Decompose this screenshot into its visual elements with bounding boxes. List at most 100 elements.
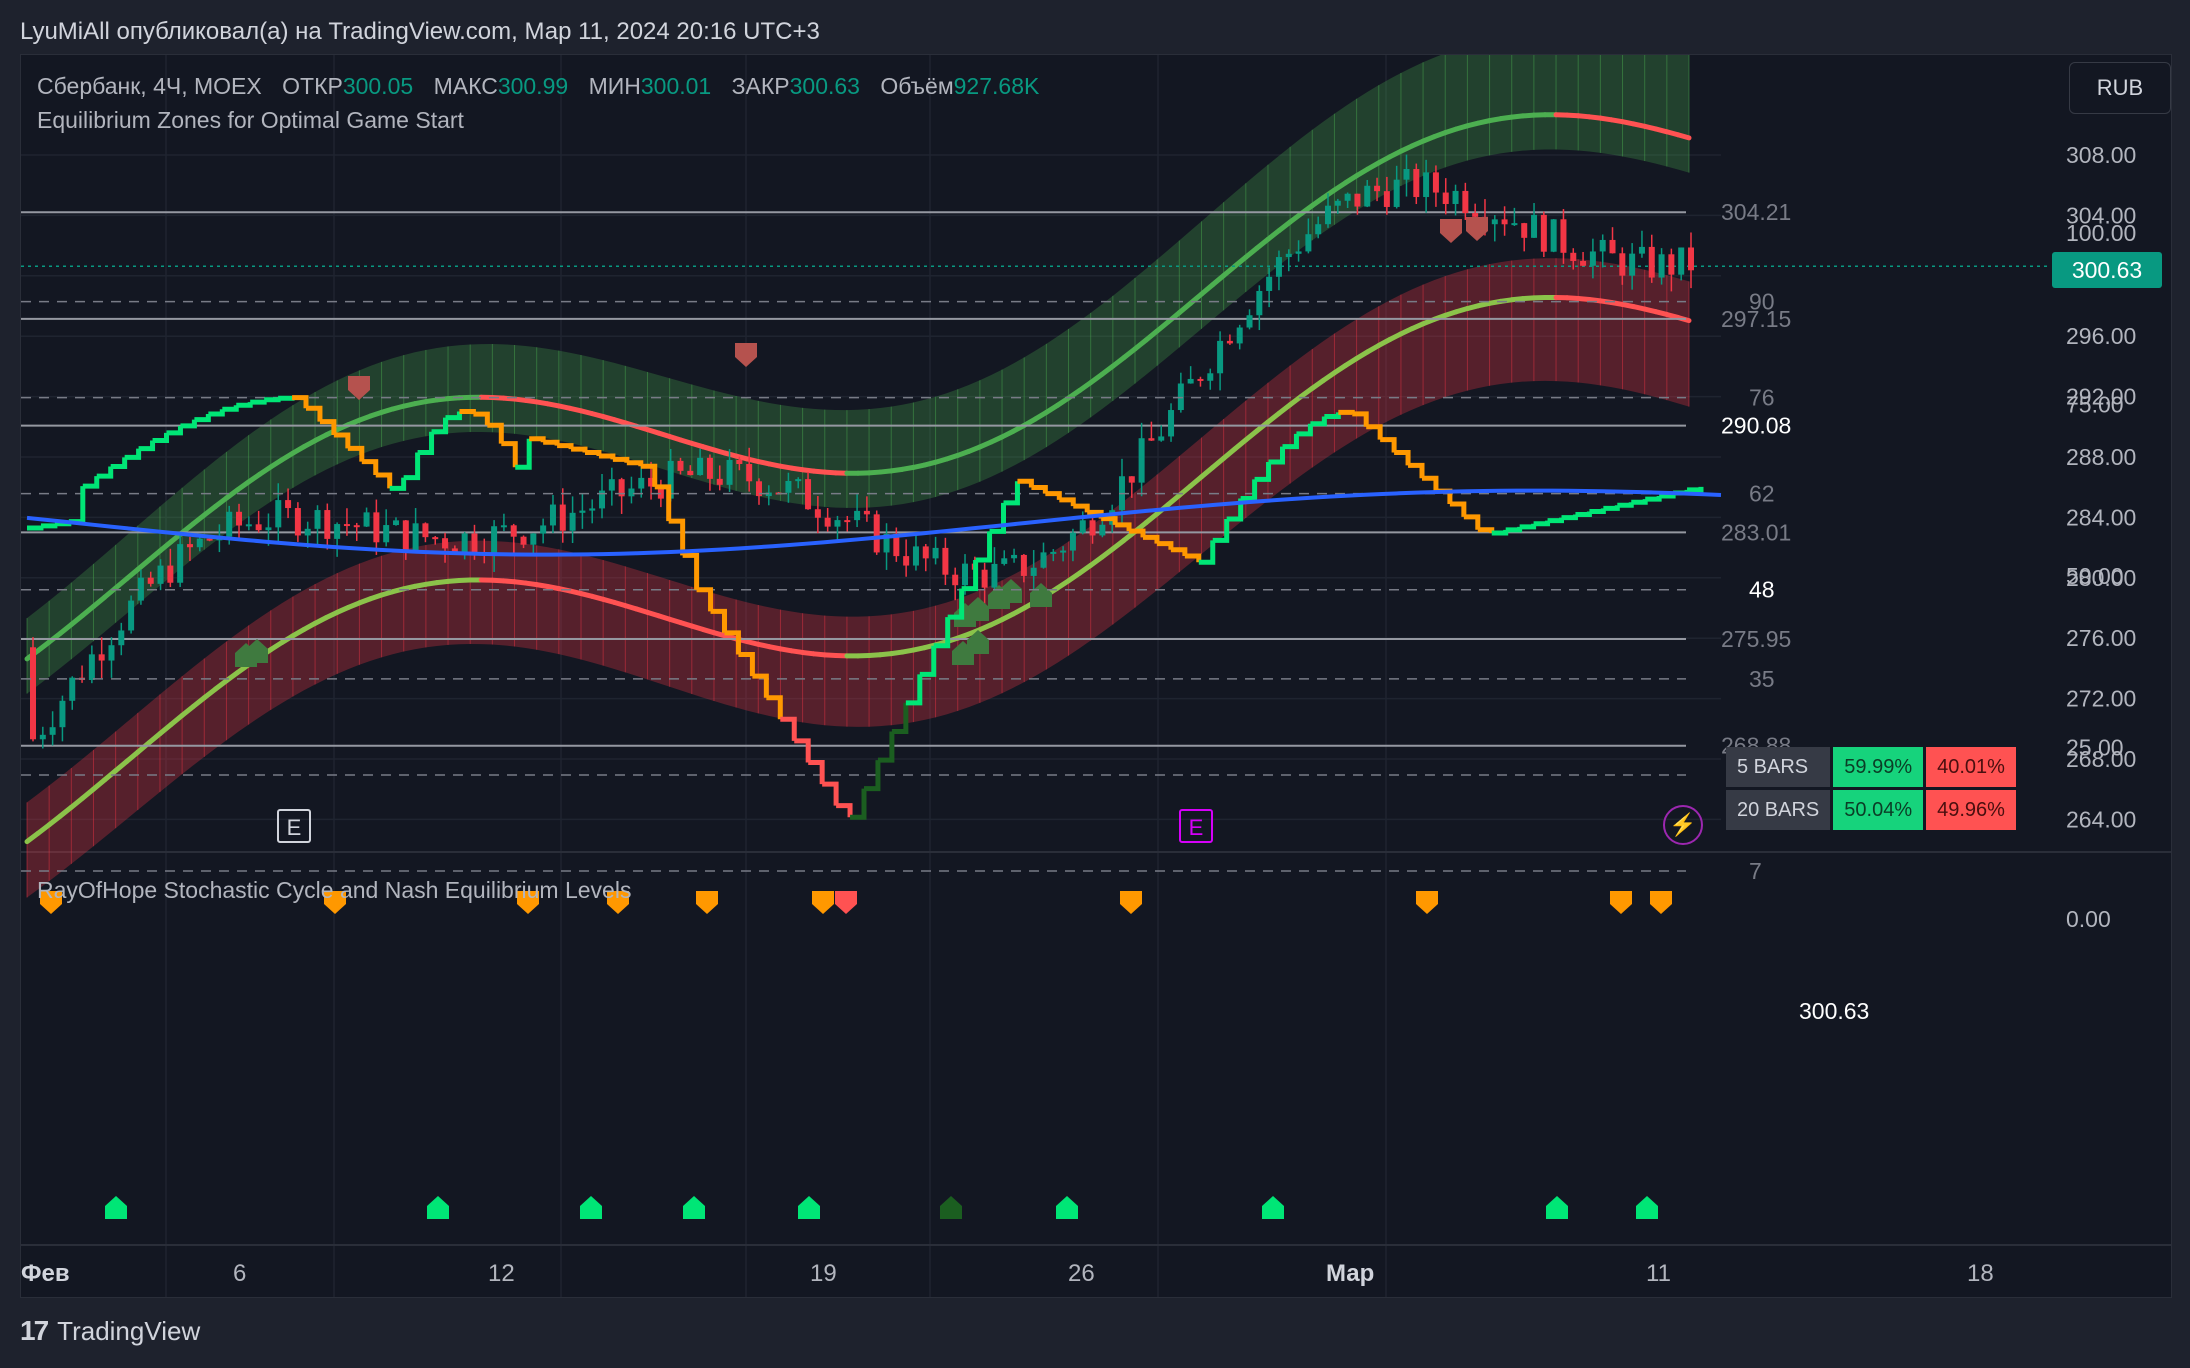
stochastic-line [1296, 423, 1313, 437]
stochastic-line [306, 405, 323, 422]
sell-signal-icon [324, 891, 346, 914]
candle-body [118, 630, 125, 646]
candle-body [1374, 185, 1381, 192]
candle-body [1678, 247, 1685, 275]
footer-brand[interactable]: 17 TradingView [20, 1315, 200, 1347]
oscillator-title[interactable]: RayOfHope Stochastic Cycle and Nash Equi… [37, 877, 632, 903]
candle-body [667, 460, 674, 499]
candle-body [540, 525, 547, 534]
stochastic-line [82, 476, 100, 489]
buy-signal-icon [105, 1196, 127, 1219]
candle-body [1001, 558, 1008, 564]
candle-body [863, 510, 870, 515]
candle-body [1638, 246, 1645, 254]
sell-signal-icon [1650, 891, 1672, 914]
candle-body [530, 533, 537, 545]
stochastic-line [292, 395, 309, 409]
candle-body [726, 459, 733, 485]
candle-body [451, 548, 458, 553]
close-label: ЗАКР [731, 73, 790, 99]
stochastic-line [1352, 411, 1369, 427]
stochastic-line [668, 518, 686, 556]
candle-body [186, 544, 193, 548]
volume-label: Объём [880, 73, 954, 99]
candle-body [334, 524, 341, 539]
candle-body [657, 486, 664, 499]
candle-body [755, 481, 762, 497]
stochastic-line [682, 552, 700, 590]
earnings-icon[interactable]: E [277, 809, 311, 843]
candle-body [697, 457, 704, 476]
candle-body [1275, 257, 1282, 277]
stochastic-line [1603, 505, 1620, 511]
stochastic-line [236, 402, 253, 408]
buy-signal-icon [1262, 1196, 1284, 1219]
stochastic-line [1687, 486, 1704, 493]
lightning-icon[interactable]: ⚡ [1663, 805, 1703, 845]
stochastic-line [1254, 461, 1272, 482]
stochastic-line [515, 438, 532, 470]
stochastic-line [166, 425, 183, 436]
candle-body [442, 538, 449, 549]
stochastic-line [947, 588, 965, 620]
chart-canvas[interactable]: 304.21297.15290.08283.01275.95268.889076… [21, 55, 2171, 1297]
candle-body [1226, 340, 1233, 344]
stochastic-line [417, 431, 435, 456]
stochastic-line [152, 432, 169, 443]
time-axis-label: 6 [233, 1260, 246, 1287]
candle-body [834, 520, 841, 527]
stochastic-line [640, 463, 658, 487]
candle-body [903, 556, 910, 566]
stochastic-line [1338, 409, 1355, 415]
currency-button[interactable]: RUB [2069, 62, 2171, 114]
stochastic-line [1240, 479, 1258, 501]
stochastic-line [319, 419, 337, 435]
candle-body [1413, 169, 1420, 198]
candle-body [1128, 476, 1135, 483]
stats-up: 59.99% [1833, 747, 1924, 787]
stochastic-line [250, 399, 267, 405]
publication-caption: LyuMiAll опубликовал(а) на TradingView.c… [20, 18, 820, 45]
stochastic-line [1561, 514, 1578, 521]
candle-body [265, 527, 272, 531]
brand-name: TradingView [57, 1315, 201, 1346]
candle-body [49, 727, 56, 735]
candle-body [177, 544, 184, 583]
price-axis-label: 280.00 [2066, 565, 2136, 591]
buy-marker-icon [1000, 579, 1022, 603]
chart-frame[interactable]: 304.21 297.15 290.08 283.01 275.95 268.88 90 76… [20, 54, 2172, 1298]
candle-body [324, 510, 331, 539]
stochastic-line [1519, 523, 1537, 530]
buy-signal-icon [427, 1196, 449, 1219]
candle-body [1423, 172, 1430, 198]
high-label: МАКС [433, 73, 498, 99]
candle-body [1325, 205, 1332, 225]
stochastic-line [626, 460, 644, 467]
candle-body [422, 523, 429, 538]
price-axis-label: 288.00 [2066, 444, 2136, 470]
stochastic-line [278, 395, 295, 401]
candle-body [383, 525, 390, 543]
candle-body [294, 508, 301, 536]
stochastic-line [696, 587, 714, 612]
candle-body [88, 654, 95, 680]
stochastic-line [654, 484, 672, 522]
stochastic-line [487, 422, 504, 444]
indicator-title[interactable]: Equilibrium Zones for Optimal Game Start [37, 107, 464, 133]
candle-body [1560, 219, 1567, 253]
candle-body [69, 677, 76, 701]
stochastic-line [194, 414, 211, 423]
stochastic-line [961, 559, 979, 592]
stats-label: 20 BARS [1726, 790, 1831, 830]
stochastic-line [1645, 496, 1662, 502]
stochastic-line [975, 531, 993, 563]
stochastic-line [1268, 446, 1285, 465]
candle-body [157, 565, 164, 584]
time-axis-label: Мар [1326, 1260, 1374, 1287]
time-axis-label: 18 [1967, 1260, 1994, 1287]
stochastic-line [1394, 450, 1411, 466]
buy-marker-icon [967, 597, 989, 621]
buy-signal-icon [798, 1196, 820, 1219]
earnings-icon[interactable]: E [1179, 809, 1213, 843]
candle-body [196, 538, 203, 548]
